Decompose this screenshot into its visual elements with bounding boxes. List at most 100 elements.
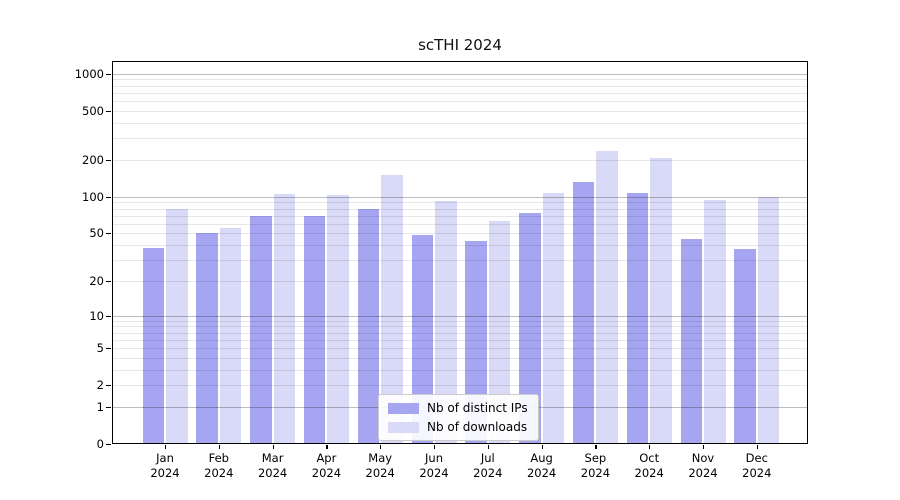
bar-distinct-ips-feb	[196, 233, 218, 444]
y-tick-label: 10	[89, 308, 104, 323]
gridline-4	[112, 357, 808, 359]
y-tick-mark	[106, 110, 111, 112]
bar-downloads-nov	[704, 199, 726, 444]
gridline-60	[112, 223, 808, 225]
bar-downloads-jun	[435, 201, 457, 444]
y-tick-label: 1000	[74, 66, 104, 81]
plot-area	[112, 61, 808, 444]
x-tick-mark	[165, 445, 167, 449]
x-tick-mark	[272, 445, 274, 449]
x-tick-mark	[487, 445, 489, 449]
x-tick-label-dec: Dec 2024	[742, 451, 772, 480]
gridline-9	[112, 320, 808, 322]
gridline-10	[112, 315, 808, 317]
y-tick-label: 100	[82, 189, 104, 204]
gridline-500	[112, 110, 808, 112]
gridline-6	[112, 339, 808, 341]
bar-downloads-sep	[596, 150, 618, 444]
y-tick-label: 0	[96, 437, 104, 451]
chart-title: scTHI 2024	[418, 36, 502, 54]
gridline-7	[112, 332, 808, 334]
gridline-40	[112, 245, 808, 246]
gridline-300	[112, 138, 808, 140]
gridline-900	[112, 79, 808, 81]
y-tick-label: 1	[96, 399, 104, 414]
gridline-400	[112, 122, 808, 124]
y-tick-mark	[106, 348, 111, 350]
legend-swatch-distinct-ips	[388, 402, 419, 414]
y-tick-mark	[106, 159, 111, 161]
legend: Nb of distinct IPs Nb of downloads	[378, 394, 539, 441]
x-tick-label-nov: Nov 2024	[688, 451, 718, 480]
x-tick-label-jan: Jan 2024	[150, 451, 180, 480]
bar-distinct-ips-dec	[734, 249, 756, 444]
gridline-1000	[112, 73, 808, 75]
gridline-70	[112, 215, 808, 217]
gridline-50	[112, 233, 808, 235]
gridline-8	[112, 326, 808, 328]
bar-downloads-apr	[327, 195, 349, 444]
y-tick-mark	[106, 233, 111, 235]
x-tick-mark	[703, 445, 705, 449]
x-tick-mark	[649, 445, 651, 449]
x-tick-mark	[326, 445, 328, 449]
gridline-200	[112, 159, 808, 161]
bar-downloads-dec	[757, 196, 780, 444]
bar-distinct-ips-oct	[626, 193, 649, 444]
legend-label-distinct-ips: Nb of distinct IPs	[427, 401, 528, 415]
y-tick-label: 500	[82, 103, 104, 118]
bar-downloads-oct	[650, 158, 672, 444]
bar-distinct-ips-mar	[250, 215, 272, 444]
gridline-3	[112, 369, 808, 371]
gridline-2	[112, 385, 808, 387]
y-tick-label: 2	[96, 378, 104, 393]
x-tick-mark	[756, 445, 758, 449]
gridline-600	[112, 101, 808, 103]
x-tick-label-mar: Mar 2024	[257, 451, 288, 480]
x-tick-label-aug: Aug 2024	[526, 451, 557, 480]
y-tick-mark	[106, 406, 111, 409]
y-tick-label: 200	[82, 152, 104, 167]
bar-downloads-feb	[219, 228, 242, 444]
x-tick-label-may: May 2024	[365, 451, 395, 480]
gridline-30	[112, 260, 808, 261]
x-tick-mark	[541, 445, 543, 449]
y-tick-mark	[106, 196, 111, 198]
legend-swatch-downloads	[388, 421, 419, 433]
y-tick-mark	[106, 73, 111, 75]
x-tick-label-apr: Apr 2024	[311, 451, 342, 480]
bar-downloads-jan	[166, 208, 188, 444]
bar-distinct-ips-aug	[519, 213, 541, 444]
bar-distinct-ips-apr	[303, 216, 326, 444]
gridline-700	[112, 92, 808, 94]
x-tick-label-sep: Sep 2024	[580, 451, 611, 480]
legend-entry-downloads: Nb of downloads	[388, 420, 528, 434]
y-tick-label: 20	[89, 273, 104, 288]
bar-downloads-aug	[542, 192, 565, 444]
gridline-100	[112, 196, 808, 198]
gridline-800	[112, 85, 808, 87]
bar-distinct-ips-may	[357, 208, 380, 444]
bar-downloads-may	[381, 175, 403, 444]
y-tick-label: 5	[96, 341, 104, 355]
bar-distinct-ips-sep	[572, 181, 595, 444]
gridline-5	[112, 348, 808, 349]
y-tick-mark	[106, 280, 111, 282]
x-tick-label-jul: Jul 2024	[473, 451, 503, 480]
x-tick-label-oct: Oct 2024	[634, 451, 664, 480]
x-tick-mark	[380, 445, 382, 449]
x-tick-label-feb: Feb 2024	[204, 451, 234, 480]
bar-distinct-ips-jul	[465, 241, 487, 444]
gridline-80	[112, 208, 808, 210]
x-tick-label-jun: Jun 2024	[419, 451, 449, 480]
gridline-90	[112, 202, 808, 204]
bar-distinct-ips-nov	[680, 238, 702, 444]
y-tick-mark	[106, 385, 111, 387]
legend-entry-distinct-ips: Nb of distinct IPs	[388, 401, 528, 415]
bar-distinct-ips-jan	[142, 247, 164, 444]
bar-distinct-ips-jun	[411, 235, 433, 444]
bar-downloads-jul	[488, 221, 511, 444]
bar-downloads-mar	[273, 194, 296, 444]
x-tick-mark	[595, 445, 597, 449]
